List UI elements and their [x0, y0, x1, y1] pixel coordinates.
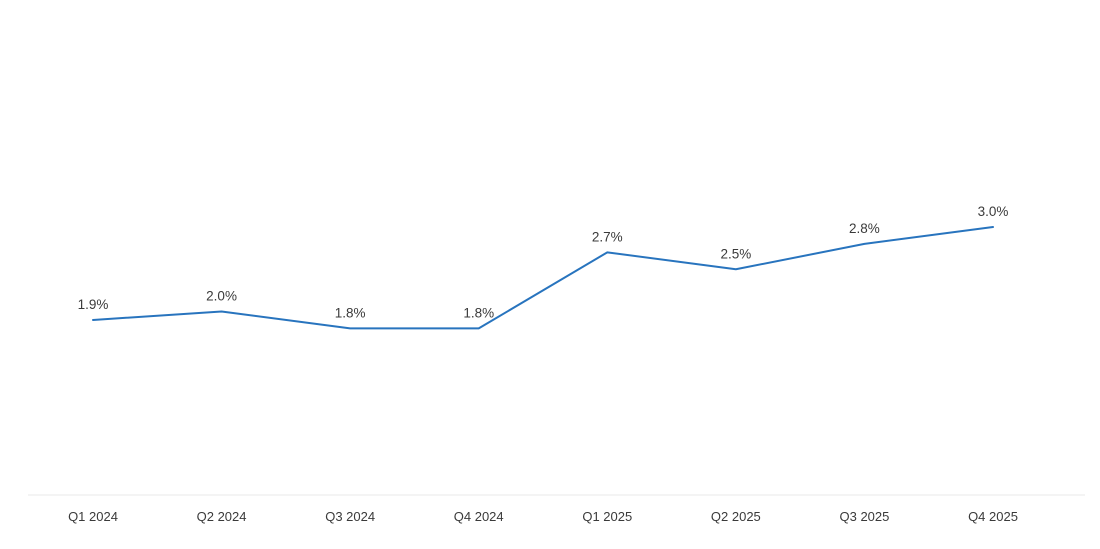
x-tick-label: Q4 2024: [454, 509, 504, 524]
series-line: [92, 226, 994, 330]
data-label: 1.9%: [78, 297, 109, 312]
data-label: 3.0%: [978, 204, 1009, 219]
x-tick-label: Q3 2024: [325, 509, 375, 524]
data-label: 1.8%: [463, 305, 494, 320]
x-tick-label: Q2 2025: [711, 509, 761, 524]
data-label: 2.5%: [720, 246, 751, 261]
data-label: 1.8%: [335, 305, 366, 320]
data-label: 2.7%: [592, 229, 623, 244]
data-label: 2.0%: [206, 289, 237, 304]
x-tick-label: Q4 2025: [968, 509, 1018, 524]
x-tick-label: Q1 2024: [68, 509, 118, 524]
data-label: 2.8%: [849, 221, 880, 236]
x-tick-label: Q2 2024: [197, 509, 247, 524]
x-tick-label: Q3 2025: [839, 509, 889, 524]
x-tick-label: Q1 2025: [582, 509, 632, 524]
